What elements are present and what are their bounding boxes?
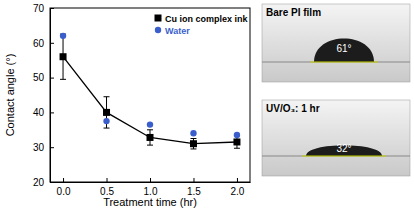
angle-label: 32° xyxy=(336,143,351,154)
y-tick: 60 xyxy=(33,38,54,49)
marker xyxy=(233,138,240,145)
y-tick-mark xyxy=(50,78,54,79)
marker xyxy=(147,134,154,141)
inset-title: Bare PI film xyxy=(266,7,321,18)
x-axis-line xyxy=(51,182,251,183)
marker xyxy=(60,33,66,39)
figure: 0.0 0.5 1.0 1.5 2.0 20 30 40 50 60 70 Treatment tim… xyxy=(0,0,414,210)
y-tick-label: 50 xyxy=(33,72,45,83)
y-tick-mark xyxy=(50,43,54,44)
inset-title: UV/O₃: 1 hr xyxy=(266,103,320,114)
y-tick: 40 xyxy=(33,107,54,118)
marker xyxy=(147,121,153,127)
x-tick: 0.5 xyxy=(100,178,114,197)
x-tick: 2.0 xyxy=(231,178,245,197)
x-tick-mark xyxy=(193,178,194,182)
plot-frame xyxy=(50,8,250,182)
x-tick-mark xyxy=(107,178,108,182)
angle-label: 61° xyxy=(336,43,351,54)
marker xyxy=(103,118,109,124)
legend-item: Water xyxy=(155,26,190,36)
marker xyxy=(190,130,196,136)
error-bar xyxy=(190,139,196,149)
y-tick-mark xyxy=(50,147,54,148)
legend-label: Water xyxy=(165,26,190,36)
y-axis-title: Contact angle (°) xyxy=(4,54,16,137)
y-tick-label: 20 xyxy=(33,177,45,188)
x-axis-title: Treatment time (hr) xyxy=(103,196,197,208)
plot-area xyxy=(60,33,241,149)
y-tick-label: 30 xyxy=(33,142,45,153)
marker xyxy=(190,140,197,147)
series xyxy=(60,33,240,139)
baseline-fit xyxy=(310,62,378,63)
inset-photo: Bare PI film 61° xyxy=(262,4,410,82)
photo-background xyxy=(262,4,410,82)
x-tick-label: 2.0 xyxy=(231,186,245,197)
x-tick: 1.0 xyxy=(144,178,158,197)
y-tick: 50 xyxy=(33,72,54,83)
error-bar xyxy=(104,97,110,128)
substrate-line xyxy=(262,62,410,63)
error-bar xyxy=(60,34,66,79)
x-tick: 1.5 xyxy=(187,178,201,197)
droplet xyxy=(314,39,374,62)
x-tick-mark xyxy=(150,178,151,182)
photo-background xyxy=(262,100,410,176)
x-tick: 0.0 xyxy=(57,178,71,197)
x-tick-mark xyxy=(63,178,64,182)
y-tick-label: 40 xyxy=(33,107,45,118)
marker xyxy=(103,109,110,116)
marker xyxy=(60,53,67,60)
legend-symbol xyxy=(155,27,161,33)
inset-photo: UV/O₃: 1 hr 32° xyxy=(262,100,410,176)
y-tick-mark xyxy=(50,8,54,9)
y-tick-label: 70 xyxy=(33,3,45,14)
error-bar xyxy=(147,130,153,145)
baseline-fit xyxy=(302,156,386,157)
legend: Cu ion complex ink Water xyxy=(155,14,249,36)
y-tick-mark xyxy=(50,182,54,183)
y-tick: 30 xyxy=(33,142,54,153)
y-axis: 20 30 40 50 60 70 xyxy=(33,3,54,188)
legend-symbol xyxy=(155,15,162,22)
y-tick-label: 60 xyxy=(33,38,45,49)
x-tick-mark xyxy=(237,178,238,182)
marker xyxy=(234,132,240,138)
y-tick: 20 xyxy=(33,177,54,188)
x-axis: 0.0 0.5 1.0 1.5 2.0 xyxy=(51,178,251,197)
legend-label: Cu ion complex ink xyxy=(165,14,249,24)
y-tick-mark xyxy=(50,112,54,113)
y-axis-line xyxy=(50,9,51,183)
x-tick-label: 0.0 xyxy=(57,186,71,197)
legend-item: Cu ion complex ink xyxy=(155,14,249,24)
series xyxy=(60,34,241,149)
substrate-line xyxy=(262,156,410,157)
y-tick: 70 xyxy=(33,3,54,14)
